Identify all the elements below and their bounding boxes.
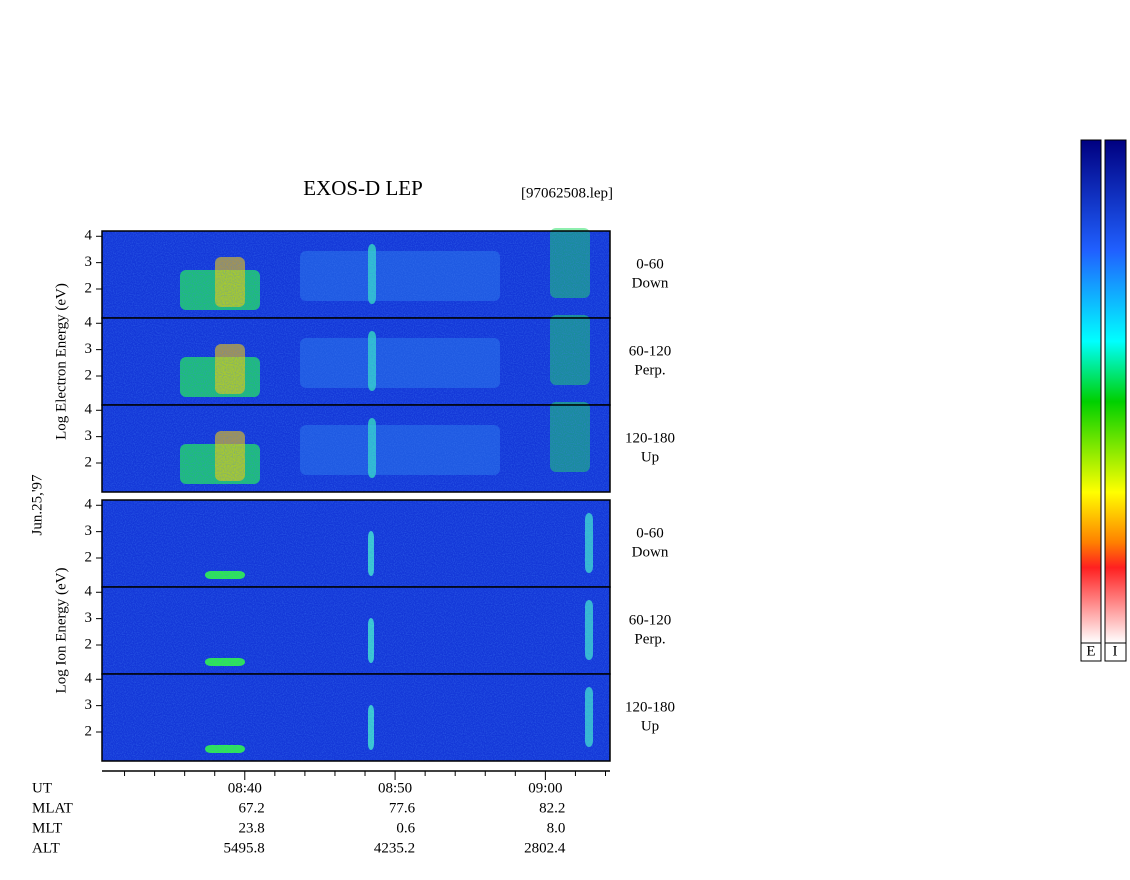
y-tick-label: 3	[85, 610, 93, 626]
panel-angle: 60-120	[629, 343, 672, 359]
panel-direction: Down	[632, 275, 669, 291]
x-tick-label: 08:40	[228, 780, 262, 796]
y-tick-label: 4	[85, 315, 93, 331]
y-tick-label: 3	[85, 697, 93, 713]
panel-direction: Perp.	[634, 362, 665, 378]
orbit-value: 8.0	[547, 820, 566, 836]
orbit-value: 82.2	[539, 800, 565, 816]
colorbar-label: I	[1113, 643, 1118, 659]
y-tick-label: 3	[85, 254, 93, 270]
orbit-row-label: MLT	[32, 820, 62, 836]
x-tick-label: 09:00	[528, 780, 562, 796]
orbit-row-label: ALT	[32, 840, 60, 856]
orbit-value: 5495.8	[224, 840, 265, 856]
y-tick-label: 2	[85, 280, 93, 296]
y-tick-label: 4	[85, 671, 93, 687]
orbit-value: 23.8	[239, 820, 265, 836]
orbit-row-label: MLAT	[32, 800, 73, 816]
orbit-value: 2802.4	[524, 840, 566, 856]
spectrogram-noise	[102, 405, 610, 492]
y-tick-label: 2	[85, 723, 93, 739]
panel-direction: Up	[641, 449, 659, 465]
y-tick-label: 2	[85, 454, 93, 470]
orbit-value: 4235.2	[374, 840, 415, 856]
spectrogram-noise	[102, 500, 610, 587]
y-tick-label: 2	[85, 367, 93, 383]
orbit-value: 67.2	[239, 800, 265, 816]
colorbars: E I	[1080, 139, 1127, 662]
panel-angle: 0-60	[636, 525, 664, 541]
x-tick-label: 08:50	[378, 780, 412, 796]
y-axis-label: Log Electron Energy (eV)	[53, 283, 69, 440]
spectrogram-noise	[102, 318, 610, 405]
orbit-value: 0.6	[396, 820, 415, 836]
y-tick-label: 4	[85, 497, 93, 513]
y-tick-label: 4	[85, 228, 93, 244]
date-label: Jun.25,'97	[29, 474, 45, 536]
file-label: [97062508.lep]	[521, 185, 613, 201]
spectrogram-noise	[102, 587, 610, 674]
y-tick-label: 2	[85, 549, 93, 565]
panel-angle: 0-60	[636, 256, 664, 272]
panel-angle: 60-120	[629, 612, 672, 628]
y-tick-label: 4	[85, 402, 93, 418]
x-label: UT	[32, 780, 52, 796]
spectrogram-noise	[102, 231, 610, 318]
orbit-value: 77.6	[389, 800, 416, 816]
colorbar-label: E	[1086, 643, 1095, 659]
y-tick-label: 3	[85, 523, 93, 539]
chart-title: EXOS-D LEP	[303, 176, 423, 200]
panel-angle: 120-180	[625, 430, 675, 446]
spectrogram-noise	[102, 674, 610, 761]
panel-direction: Down	[632, 544, 669, 560]
panel-direction: Up	[641, 718, 659, 734]
panel-angle: 120-180	[625, 699, 675, 715]
y-axis-label: Log Ion Energy (eV)	[53, 568, 69, 694]
panel-frame	[101, 404, 611, 493]
y-tick-label: 2	[85, 636, 93, 652]
panel-frame	[101, 673, 611, 762]
y-tick-label: 4	[85, 584, 93, 600]
y-tick-label: 3	[85, 341, 93, 357]
panel-direction: Perp.	[634, 631, 665, 647]
y-tick-label: 3	[85, 428, 93, 444]
